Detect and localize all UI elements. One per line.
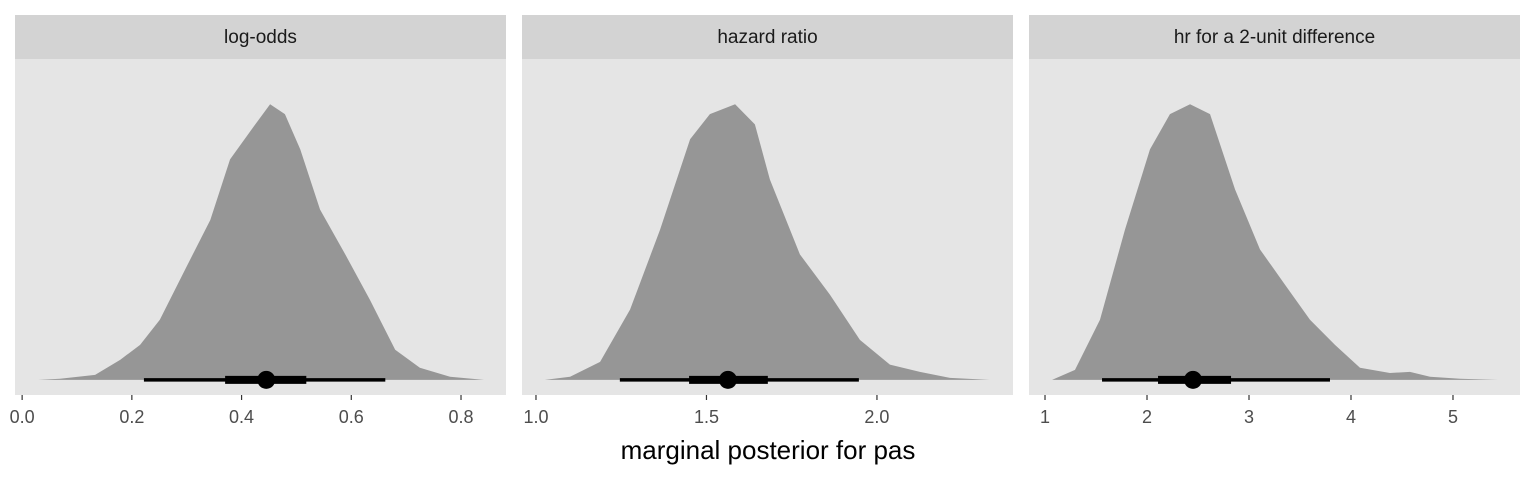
strip-background bbox=[15, 15, 506, 59]
strip-background bbox=[1029, 15, 1520, 59]
x-tick-label: 0.2 bbox=[119, 407, 144, 427]
density-area bbox=[544, 104, 990, 380]
x-tick-label: 2 bbox=[1142, 407, 1152, 427]
x-tick-label: 0.8 bbox=[448, 407, 473, 427]
point-estimate bbox=[257, 370, 276, 389]
strip-title: hazard ratio bbox=[717, 27, 817, 48]
x-tick-label: 2.0 bbox=[864, 407, 889, 427]
point-estimate bbox=[718, 370, 737, 389]
strip-background bbox=[522, 15, 1013, 59]
x-axis-title: marginal posterior for pas bbox=[621, 435, 916, 465]
x-tick-label: 0.0 bbox=[10, 407, 35, 427]
x-tick-label: 3 bbox=[1244, 407, 1254, 427]
density-area bbox=[1052, 104, 1498, 380]
x-tick-label: 0.6 bbox=[339, 407, 364, 427]
x-tick-label: 0.4 bbox=[229, 407, 254, 427]
x-tick-label: 5 bbox=[1448, 407, 1458, 427]
x-tick-label: 1 bbox=[1040, 407, 1050, 427]
strip-title: log-odds bbox=[224, 27, 297, 48]
strip-title: hr for a 2-unit difference bbox=[1174, 27, 1375, 48]
point-estimate bbox=[1184, 370, 1203, 389]
x-tick-label: 4 bbox=[1346, 407, 1356, 427]
x-tick-label: 1.0 bbox=[523, 407, 548, 427]
x-tick-label: 1.5 bbox=[694, 407, 719, 427]
density-area bbox=[38, 104, 485, 380]
